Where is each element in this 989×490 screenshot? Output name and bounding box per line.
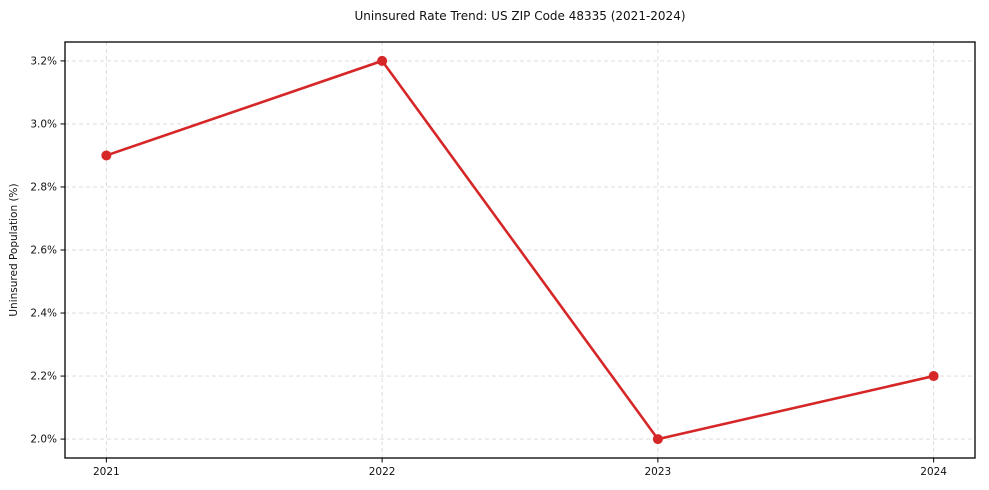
y-tick-label: 2.0% [30,434,57,446]
data-point [101,150,112,161]
y-tick-label: 3.2% [30,55,57,67]
y-tick-label: 2.2% [30,371,57,383]
y-tick-label: 3.0% [30,118,57,130]
x-tick-label: 2022 [369,466,396,478]
x-tick-label: 2021 [93,466,120,478]
chart-title: Uninsured Rate Trend: US ZIP Code 48335 … [354,9,686,23]
plot-border [64,41,976,459]
x-tick-label: 2024 [920,466,947,478]
y-tick-label: 2.4% [30,308,57,320]
data-point [377,55,388,66]
y-tick-label: 2.8% [30,181,57,193]
data-point [928,371,939,382]
y-tick-label: 2.6% [30,245,57,257]
x-tick-label: 2023 [645,466,672,478]
data-point [652,434,663,445]
y-axis-label: Uninsured Population (%) [8,183,20,317]
trend-line [105,59,935,441]
